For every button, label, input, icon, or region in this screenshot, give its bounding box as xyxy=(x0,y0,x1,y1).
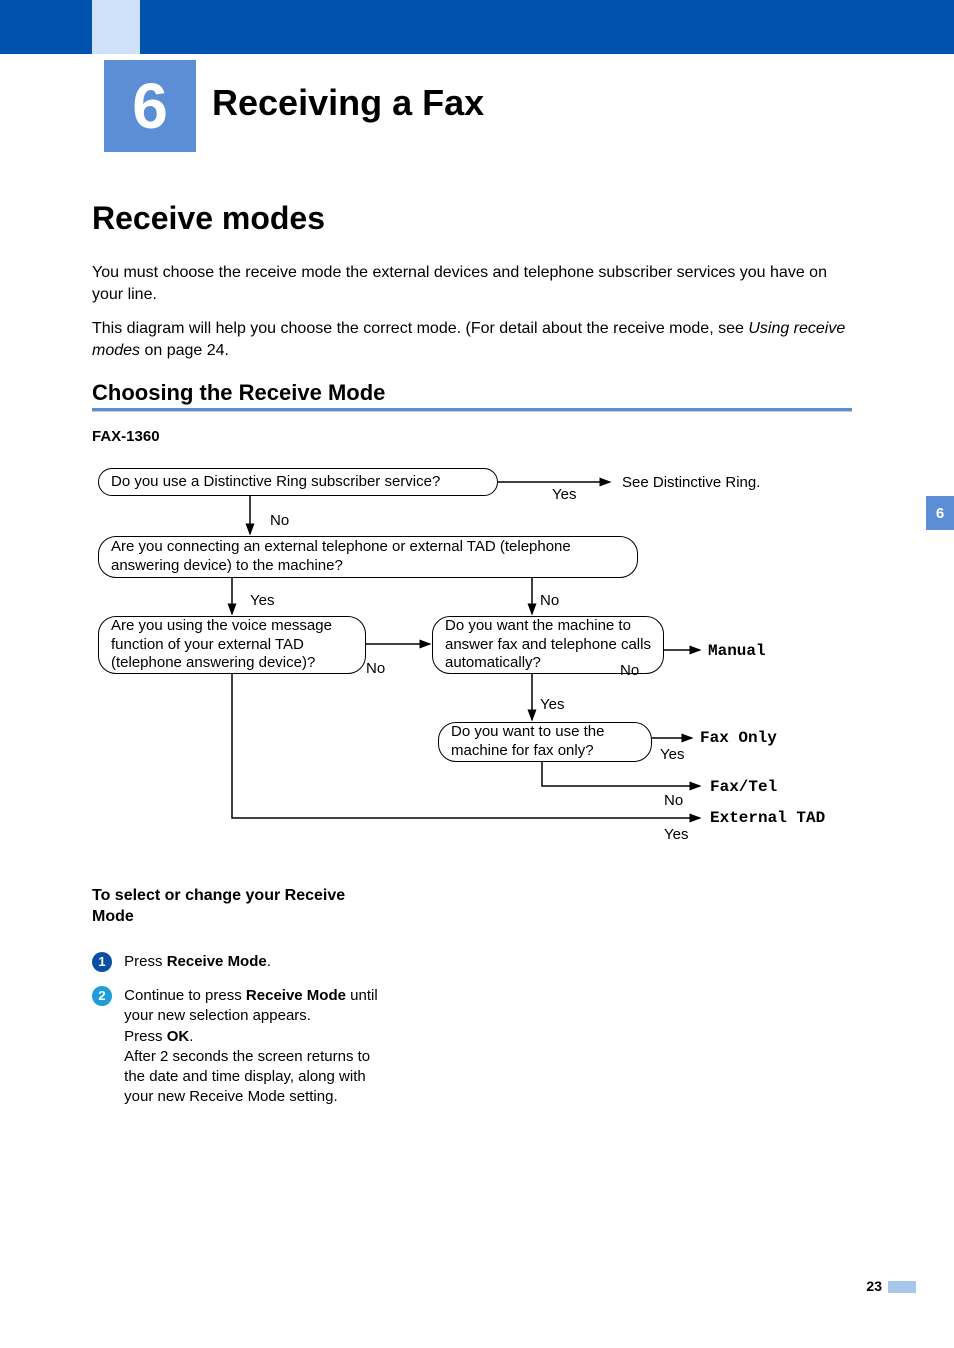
step-1-post: . xyxy=(267,953,271,970)
flow-label-yes: Yes xyxy=(552,486,576,503)
page-number: 23 xyxy=(866,1278,882,1294)
step-1-badge: 1 xyxy=(92,952,112,972)
model-label: FAX-1360 xyxy=(92,428,160,445)
flow-label-no: No xyxy=(540,592,559,609)
step-2: 2 Continue to press Receive Mode until y… xyxy=(92,986,402,1108)
paragraph-2-pre: This diagram will help you choose the co… xyxy=(92,320,748,337)
instructions-heading-l1: To select or change your Receive xyxy=(92,887,345,904)
subsection-rule-shadow xyxy=(92,411,852,412)
chapter-number-box: 6 xyxy=(104,60,196,152)
paragraph-1: You must choose the receive mode the ext… xyxy=(92,262,852,305)
step-2-l2-bold: OK xyxy=(167,1028,190,1045)
paragraph-2: This diagram will help you choose the co… xyxy=(92,318,852,361)
step-2-l1-bold: Receive Mode xyxy=(246,987,346,1004)
chapter-title: Receiving a Fax xyxy=(212,82,484,124)
page-number-bar xyxy=(888,1281,916,1293)
step-1-pre: Press xyxy=(124,953,167,970)
flow-label-yes: Yes xyxy=(250,592,274,609)
receive-mode-flowchart: Do you use a Distinctive Ring subscriber… xyxy=(92,458,872,853)
step-2-badge: 2 xyxy=(92,986,112,1006)
step-1-bold: Receive Mode xyxy=(167,953,267,970)
step-2-l1-pre: Continue to press xyxy=(124,987,246,1004)
flow-node-distinctive-ring: Do you use a Distinctive Ring subscriber… xyxy=(98,468,498,496)
instructions-heading-l2: Mode xyxy=(92,908,134,925)
step-1-text: Press Receive Mode. xyxy=(124,952,394,972)
instructions-heading: To select or change your Receive Mode xyxy=(92,886,345,928)
section-title: Receive modes xyxy=(92,200,325,237)
step-1: 1 Press Receive Mode. xyxy=(92,952,402,972)
step-2-l3: After 2 seconds the screen returns to th… xyxy=(124,1048,370,1106)
flow-outcome-manual: Manual xyxy=(708,642,766,660)
flow-label-no: No xyxy=(664,792,683,809)
paragraph-2-post: on page 24. xyxy=(140,342,229,359)
flow-outcome-fax-tel: Fax/Tel xyxy=(710,778,777,796)
flow-outcome-fax-only: Fax Only xyxy=(700,729,777,747)
flow-label-yes: Yes xyxy=(660,746,684,763)
flow-label-no: No xyxy=(366,660,385,677)
flow-label-no: No xyxy=(620,662,639,679)
step-2-l2-post: . xyxy=(189,1028,193,1045)
flow-label-yes: Yes xyxy=(540,696,564,713)
flow-label-no: No xyxy=(270,512,289,529)
flow-node-external-tad: Are you connecting an external telephone… xyxy=(98,536,638,578)
header-bar xyxy=(0,0,954,54)
side-chapter-tab: 6 xyxy=(926,496,954,530)
subsection-title: Choosing the Receive Mode xyxy=(92,380,385,406)
flow-label-yes: Yes xyxy=(664,826,688,843)
flow-node-fax-only: Do you want to use the machine for fax o… xyxy=(438,722,652,762)
flow-text-see-distinctive-ring: See Distinctive Ring. xyxy=(622,474,760,491)
header-tab xyxy=(92,0,140,54)
flow-node-voice-message: Are you using the voice message function… xyxy=(98,616,366,674)
step-2-text: Continue to press Receive Mode until you… xyxy=(124,986,394,1108)
flow-outcome-external-tad: External TAD xyxy=(710,809,825,827)
step-2-l2-pre: Press xyxy=(124,1028,167,1045)
